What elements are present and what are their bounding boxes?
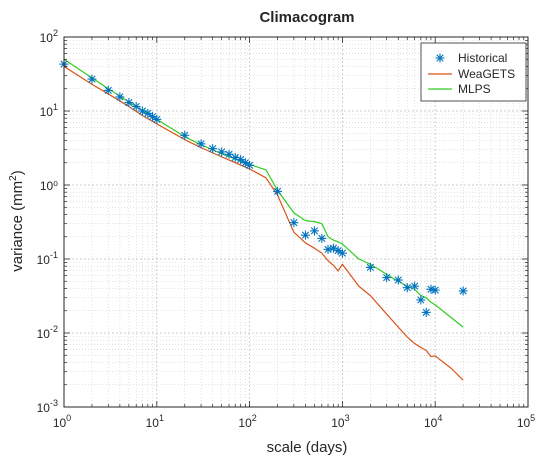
x-tick-exponent: 0 xyxy=(66,413,71,423)
minor-grid xyxy=(64,37,528,407)
series-historical-point xyxy=(317,233,327,243)
y-tick-label: 102 xyxy=(40,28,58,45)
y-tick-exponent: -3 xyxy=(50,398,58,408)
series-historical-point xyxy=(115,92,125,102)
legend-mlps-label: MLPS xyxy=(458,82,491,96)
y-tick-label: 101 xyxy=(40,102,58,119)
y-tick-label: 10-3 xyxy=(37,398,58,415)
y-tick-exponent: -1 xyxy=(50,250,58,260)
x-tick-label: 105 xyxy=(517,413,535,430)
x-tick-label: 104 xyxy=(424,413,442,430)
axes-box xyxy=(63,36,529,408)
series-historical-markers xyxy=(59,59,468,317)
x-tick-label: 102 xyxy=(238,413,256,430)
series-historical-point xyxy=(458,286,468,296)
series-historical-point xyxy=(143,108,153,118)
legend-weagets-label: WeaGETS xyxy=(458,67,515,81)
y-tick-exponent: -2 xyxy=(50,324,58,334)
series-historical-point xyxy=(152,114,162,124)
x-tick-exponent: 3 xyxy=(345,413,350,423)
series-historical-point xyxy=(217,147,227,157)
series-historical-point xyxy=(402,283,412,293)
series-historical-point xyxy=(337,248,347,258)
series-weagets-line xyxy=(63,65,464,381)
x-tick-base: 10 xyxy=(517,416,531,430)
x-tick-label: 101 xyxy=(146,413,164,430)
chart-title: Climacogram xyxy=(259,9,354,26)
series-historical-point xyxy=(131,102,141,112)
y-tick-base: 10 xyxy=(40,31,54,45)
series-historical-point xyxy=(416,295,426,305)
x-axis-label: scale (days) xyxy=(267,439,348,456)
x-tick-label: 103 xyxy=(331,413,349,430)
series-historical-point xyxy=(208,144,218,154)
x-tick-exponent: 2 xyxy=(252,413,257,423)
series-mlps-line xyxy=(63,58,464,328)
legend-historical-marker xyxy=(435,53,445,63)
y-tick-label: 10-2 xyxy=(37,324,58,341)
series-historical-point xyxy=(196,139,206,149)
y-tick-exponent: 1 xyxy=(53,102,58,112)
y-tick-base: 10 xyxy=(37,253,51,267)
y-tick-exponent: 2 xyxy=(53,28,58,38)
y-tick-base: 10 xyxy=(40,105,54,119)
tick-marks xyxy=(63,36,529,408)
series-historical-point xyxy=(328,243,338,253)
series-historical-point xyxy=(224,149,234,159)
series-historical-point xyxy=(245,160,255,170)
legend-asterisk xyxy=(435,53,445,63)
legend-historical-label: Historical xyxy=(458,51,507,65)
series-historical-point xyxy=(300,230,310,240)
series-historical-point xyxy=(365,262,375,272)
x-tick-exponent: 1 xyxy=(159,413,164,423)
x-tick-base: 10 xyxy=(238,416,252,430)
series-historical-point xyxy=(289,218,299,228)
x-tick-exponent: 5 xyxy=(530,413,535,423)
y-axis-label-main: variance (mm xyxy=(9,181,26,272)
series-historical-point xyxy=(430,285,440,295)
series-historical-point xyxy=(87,74,97,84)
series-historical-point xyxy=(180,130,190,140)
series-historical-point xyxy=(421,307,431,317)
series-historical-point xyxy=(410,281,420,291)
series-historical-point xyxy=(148,112,158,122)
series-historical-point xyxy=(124,98,134,108)
series-layer xyxy=(59,58,468,381)
y-tick-base: 10 xyxy=(37,401,51,415)
y-tick-label: 10-1 xyxy=(37,250,58,267)
legend-box xyxy=(420,42,527,102)
x-tick-base: 10 xyxy=(146,416,160,430)
y-axis-label-superscript: 2 xyxy=(8,175,19,181)
x-tick-label: 100 xyxy=(53,413,71,430)
series-historical-point xyxy=(393,275,403,285)
series-historical-point xyxy=(103,85,113,95)
series-historical-point xyxy=(382,273,392,283)
x-tick-base: 10 xyxy=(53,416,67,430)
series-historical-point xyxy=(273,186,283,196)
x-tick-base: 10 xyxy=(331,416,345,430)
legend-entry-historical: Historical xyxy=(435,51,507,65)
series-historical-point xyxy=(309,226,319,236)
x-tick-exponent: 4 xyxy=(437,413,442,423)
series-historical-point xyxy=(137,106,147,116)
y-axis-label: variance (mm2) xyxy=(8,170,26,271)
y-tick-base: 10 xyxy=(37,327,51,341)
legend: Historical WeaGETS MLPS xyxy=(420,42,527,102)
y-axis-label-close: ) xyxy=(9,170,26,175)
series-historical-point xyxy=(236,155,246,165)
y-tick-label: 10⁰ xyxy=(40,179,58,193)
series-historical-point xyxy=(323,244,333,254)
x-tick-base: 10 xyxy=(424,416,438,430)
legend-entry-weagets: WeaGETS xyxy=(428,67,515,81)
legend-entry-mlps: MLPS xyxy=(428,82,491,96)
